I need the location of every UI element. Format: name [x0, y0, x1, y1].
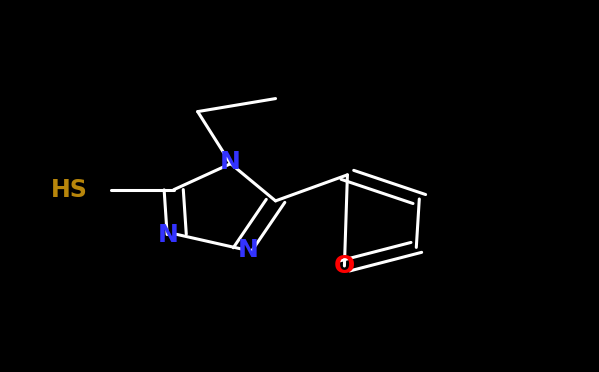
- Text: HS: HS: [50, 178, 87, 202]
- Text: N: N: [158, 223, 178, 247]
- Text: N: N: [238, 238, 259, 262]
- Text: O: O: [334, 254, 355, 278]
- Text: N: N: [220, 150, 241, 174]
